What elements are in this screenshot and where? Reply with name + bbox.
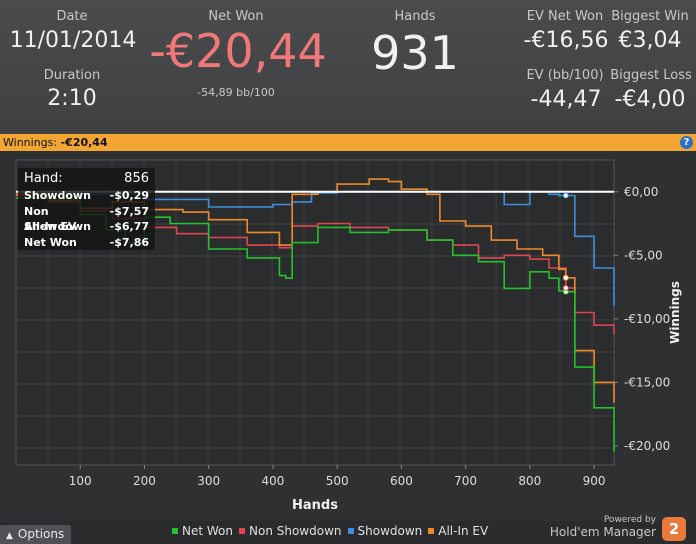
tooltip-row-label: Showdown bbox=[24, 189, 91, 202]
y-tick-label: -€10,00 bbox=[624, 312, 670, 326]
y-tick-label: -€5,00 bbox=[624, 248, 663, 262]
tooltip-hand-value: 856 bbox=[124, 171, 149, 186]
x-tick-label: 400 bbox=[261, 474, 284, 488]
powered-by-text: Powered by bbox=[603, 515, 656, 525]
tooltip-row: Non Showdown -$7,57 bbox=[24, 204, 149, 234]
tooltip-row-value: -$0,29 bbox=[109, 189, 149, 202]
biggest-loss-value: -€4,00 bbox=[614, 87, 686, 112]
options-button[interactable]: ▲ Options bbox=[0, 525, 71, 544]
winnings-bar: Winnings: -€20,44 ? bbox=[0, 134, 696, 151]
x-tick-label: 200 bbox=[133, 474, 156, 488]
chart-legend: Net Won Non Showdown Showdown All-In EV bbox=[172, 524, 488, 538]
legend-label: Net Won bbox=[182, 524, 233, 538]
ev-net-won-label: EV Net Won bbox=[526, 9, 604, 24]
net-won-bb: -54,89 bb/100 bbox=[197, 86, 275, 99]
y-tick-label: -€15,00 bbox=[624, 375, 670, 389]
duration-value: 2:10 bbox=[47, 86, 97, 111]
legend-swatch bbox=[172, 528, 178, 534]
biggest-win-label: Biggest Win bbox=[611, 9, 689, 24]
legend-item-non-showdown[interactable]: Non Showdown bbox=[239, 524, 342, 538]
tooltip-row: Net Won -$7,86 bbox=[24, 235, 149, 251]
tooltip-row: Showdown -$0,29 bbox=[24, 188, 149, 204]
net-won-value: -€20,44 bbox=[149, 24, 327, 78]
x-tick-label: 900 bbox=[583, 474, 606, 488]
winnings-bar-value: -€20,44 bbox=[60, 136, 108, 149]
x-tick-label: 300 bbox=[197, 474, 220, 488]
hands-value: 931 bbox=[371, 26, 459, 80]
date-label: Date bbox=[56, 9, 88, 24]
hm2-logo: Powered by Hold'em Manager bbox=[550, 515, 656, 539]
legend-label: All-In EV bbox=[438, 524, 489, 538]
legend-label: Non Showdown bbox=[249, 524, 342, 538]
series-line-all-in-ev bbox=[16, 178, 615, 403]
y-axis-label: Winnings bbox=[668, 281, 682, 344]
x-axis-label: Hands bbox=[292, 498, 338, 513]
legend-item-showdown[interactable]: Showdown bbox=[347, 524, 423, 538]
biggest-loss-label: Biggest Loss bbox=[610, 68, 692, 83]
x-tick-label: 100 bbox=[69, 474, 92, 488]
date-value: 11/01/2014 bbox=[9, 28, 137, 53]
bottom-bar: ▲ Options Net Won Non Showdown Showdown A… bbox=[0, 515, 696, 544]
hover-marker bbox=[562, 284, 569, 291]
net-won-label: Net Won bbox=[208, 9, 264, 24]
biggest-win-value: €3,04 bbox=[618, 28, 682, 53]
help-icon[interactable]: ? bbox=[680, 136, 693, 149]
y-tick-label: €0,00 bbox=[624, 185, 658, 199]
tooltip-row-label: Non Showdown bbox=[24, 204, 91, 234]
hover-tooltip: Hand: 856 Showdown -$0,29 Non Showdown -… bbox=[18, 168, 155, 250]
hover-marker bbox=[562, 192, 569, 199]
ev-bb-label: EV (bb/100) bbox=[526, 68, 604, 83]
hover-marker bbox=[562, 274, 569, 281]
x-tick-label: 600 bbox=[390, 474, 413, 488]
hands-label: Hands bbox=[394, 9, 436, 24]
duration-label: Duration bbox=[43, 68, 101, 83]
options-label: Options bbox=[17, 527, 65, 541]
y-tick-label: -€20,00 bbox=[624, 439, 670, 453]
session-summary: Date 11/01/2014 Duration 2:10 Net Won -€… bbox=[0, 0, 696, 134]
tooltip-row: All-In EV -$6,77 bbox=[24, 219, 149, 235]
x-tick-label: 800 bbox=[518, 474, 541, 488]
ev-net-won-value: -€16,56 bbox=[523, 28, 609, 53]
winnings-bar-label: Winnings: bbox=[3, 136, 58, 149]
tooltip-row-label: All-In EV bbox=[24, 220, 77, 233]
legend-swatch bbox=[347, 528, 354, 534]
tooltip-hand-label: Hand: bbox=[24, 171, 63, 186]
x-tick-label: 700 bbox=[454, 474, 477, 488]
tooltip-hand-row: Hand: 856 bbox=[24, 170, 149, 188]
legend-swatch bbox=[428, 528, 435, 534]
tooltip-row-label: Net Won bbox=[24, 235, 77, 249]
ev-bb-value: -44,47 bbox=[530, 87, 602, 112]
hm2-badge-icon: 2 bbox=[662, 517, 686, 541]
legend-label: Showdown bbox=[357, 524, 423, 538]
tooltip-row-value: -$7,57 bbox=[109, 204, 149, 218]
tooltip-row-value: -$6,77 bbox=[109, 220, 149, 233]
legend-swatch bbox=[239, 528, 245, 534]
legend-item-net-won[interactable]: Net Won bbox=[172, 524, 233, 538]
legend-item-all-in-ev[interactable]: All-In EV bbox=[428, 524, 488, 538]
brand-text: Hold'em Manager bbox=[549, 525, 656, 539]
tooltip-row-value: -$7,86 bbox=[109, 235, 149, 249]
x-tick-label: 500 bbox=[326, 474, 349, 488]
chevron-up-icon: ▲ bbox=[6, 531, 13, 541]
